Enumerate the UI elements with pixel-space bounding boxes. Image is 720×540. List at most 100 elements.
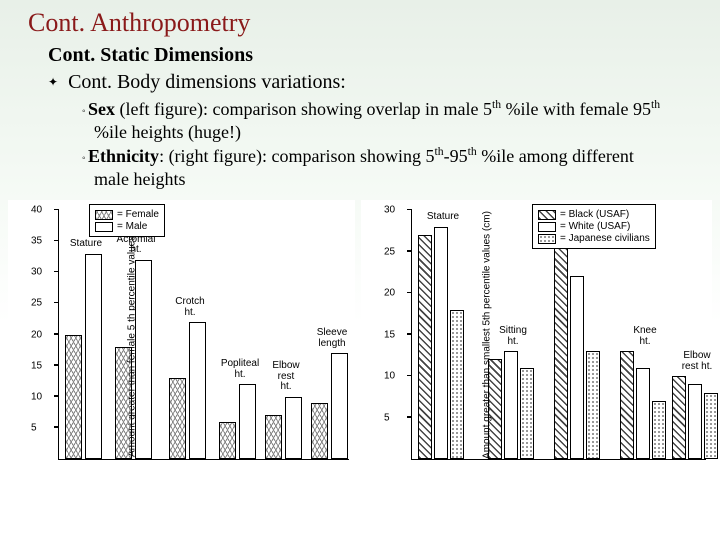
ytick-mark bbox=[54, 240, 59, 242]
chart-bar bbox=[704, 393, 718, 459]
chart-bar bbox=[450, 310, 464, 459]
chart-bar bbox=[520, 368, 534, 459]
ytick-label: 25 bbox=[384, 246, 395, 257]
ytick-mark bbox=[54, 364, 59, 366]
ytick-mark bbox=[407, 375, 412, 377]
sex-lead: Sex bbox=[88, 99, 115, 119]
chart-bar bbox=[652, 401, 666, 459]
charts-row: Amount greater than female 5 th percenti… bbox=[0, 192, 720, 470]
legend-label: = White (USAF) bbox=[560, 221, 630, 232]
subtitle-2: Cont. Body dimensions variations: bbox=[68, 71, 346, 94]
legend-label: = Female bbox=[117, 209, 159, 220]
chart-bar bbox=[488, 359, 502, 459]
ytick-mark bbox=[407, 333, 412, 335]
group-label: Stature bbox=[61, 239, 111, 250]
eth-lead: Ethnicity bbox=[88, 146, 159, 166]
legend-label: = Japanese civilians bbox=[560, 233, 650, 244]
group-label: Kneeht. bbox=[616, 326, 674, 347]
group-label: Stature bbox=[414, 212, 472, 223]
legend-swatch bbox=[95, 210, 113, 220]
ytick-label: 10 bbox=[31, 391, 42, 402]
t3: %ile heights (huge!) bbox=[94, 122, 241, 142]
legend-label: = Black (USAF) bbox=[560, 209, 629, 220]
left-chart: Amount greater than female 5 th percenti… bbox=[8, 200, 355, 470]
group-label: Acromial ht. bbox=[111, 235, 161, 256]
ytick-label: 30 bbox=[31, 267, 42, 278]
legend-swatch bbox=[538, 210, 556, 220]
ytick-mark bbox=[54, 271, 59, 273]
bullet-icon: ✦ bbox=[48, 75, 58, 90]
chart-bar bbox=[65, 335, 82, 460]
right-chart: Amount greater than smallest 5th percent… bbox=[361, 200, 712, 470]
chart-bar bbox=[189, 322, 206, 459]
ytick-label: 20 bbox=[31, 329, 42, 340]
left-plot: 510152025303540StatureAcromial ht.Crotch… bbox=[58, 210, 349, 460]
ytick-mark bbox=[407, 250, 412, 252]
ytick-label: 15 bbox=[384, 329, 395, 340]
group-label: Poplitealht. bbox=[215, 359, 265, 380]
page-title: Cont. Anthropometry bbox=[0, 0, 720, 42]
chart-bar bbox=[688, 384, 702, 459]
ytick-mark bbox=[407, 292, 412, 294]
ytick-label: 30 bbox=[384, 205, 395, 216]
ytick-mark bbox=[54, 333, 59, 335]
chart-bar bbox=[219, 422, 236, 459]
legend-swatch bbox=[538, 222, 556, 232]
ytick-label: 25 bbox=[31, 298, 42, 309]
ytick-mark bbox=[54, 426, 59, 428]
ytick-label: 35 bbox=[31, 236, 42, 247]
sup2: th bbox=[651, 98, 660, 111]
chart-bar bbox=[115, 347, 132, 459]
legend-swatch bbox=[95, 222, 113, 232]
ytick-mark bbox=[407, 416, 412, 418]
group-label: Sittinght. bbox=[484, 326, 542, 347]
bullet-ethnicity: ◦ Ethnicity: (right figure): comparison … bbox=[82, 145, 672, 190]
chart-bar bbox=[554, 235, 568, 459]
ytick-label: 5 bbox=[31, 422, 37, 433]
chart-bar bbox=[265, 415, 282, 459]
group-label: Crotchht. bbox=[165, 297, 215, 318]
t4: : (right figure): comparison showing 5 bbox=[159, 146, 434, 166]
chart-bar bbox=[169, 378, 186, 459]
group-label: Elbowrestht. bbox=[261, 361, 311, 393]
t1: (left figure): comparison showing overla… bbox=[115, 99, 492, 119]
chart-bar bbox=[418, 235, 432, 459]
t5: -95 bbox=[444, 146, 468, 166]
ytick-label: 10 bbox=[384, 371, 395, 382]
t2: %ile with female 95 bbox=[501, 99, 651, 119]
chart-bar bbox=[311, 403, 328, 459]
ytick-label: 15 bbox=[31, 360, 42, 371]
chart-bar bbox=[586, 351, 600, 459]
sup4: th bbox=[468, 145, 477, 158]
subtitle-2-row: ✦ Cont. Body dimensions variations: bbox=[0, 69, 720, 96]
group-label: Sleevelength bbox=[307, 328, 357, 349]
chart-bar bbox=[620, 351, 634, 459]
right-plot: 51015202530StatureSittinght.Crotchht.Kne… bbox=[411, 210, 706, 460]
sup1: th bbox=[492, 98, 501, 111]
chart-legend: = Female= Male bbox=[89, 204, 165, 237]
chart-bar bbox=[636, 368, 650, 459]
ytick-mark bbox=[54, 395, 59, 397]
group-label: Elbowrest ht. bbox=[668, 351, 720, 372]
body-text: ◦ Sex (left figure): comparison showing … bbox=[0, 96, 720, 190]
legend-swatch bbox=[538, 234, 556, 244]
subtitle-1: Cont. Static Dimensions bbox=[0, 42, 720, 69]
bullet-sex: ◦ Sex (left figure): comparison showing … bbox=[82, 98, 672, 143]
ytick-label: 40 bbox=[31, 205, 42, 216]
ytick-label: 5 bbox=[384, 412, 390, 423]
chart-bar bbox=[85, 254, 102, 459]
chart-legend: = Black (USAF)= White (USAF)= Japanese c… bbox=[532, 204, 656, 249]
sup3: th bbox=[435, 145, 444, 158]
chart-bar bbox=[331, 353, 348, 459]
ytick-mark bbox=[54, 302, 59, 304]
chart-bar bbox=[434, 227, 448, 459]
ytick-label: 20 bbox=[384, 288, 395, 299]
legend-label: = Male bbox=[117, 221, 147, 232]
chart-bar bbox=[504, 351, 518, 459]
ytick-mark bbox=[54, 209, 59, 211]
ytick-mark bbox=[407, 209, 412, 211]
chart-bar bbox=[672, 376, 686, 459]
chart-bar bbox=[135, 260, 152, 459]
chart-bar bbox=[570, 276, 584, 459]
chart-bar bbox=[285, 397, 302, 459]
